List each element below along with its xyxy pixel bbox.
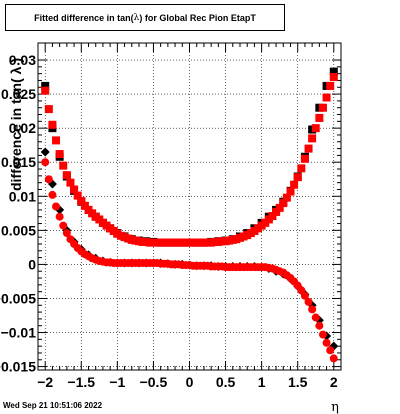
data-point [44,105,53,114]
data-point [268,212,277,221]
data-point [62,229,71,238]
series-square-red [41,73,338,247]
data-point [40,147,50,157]
series-circle-red [41,158,338,363]
data-point [308,134,317,143]
data-point [55,212,64,221]
x-tick-label: −1 [109,374,125,390]
data-point [73,191,82,200]
data-point [322,338,331,347]
data-point [311,124,320,133]
data-point [311,313,320,322]
y-tick-label: −0.005 [0,290,36,306]
y-tick-label: 0.01 [9,188,36,204]
data-point [318,330,327,339]
data-point [304,144,313,153]
data-point [59,161,68,170]
data-point [290,180,299,189]
data-point [329,67,338,76]
date-stamp: Wed Sep 21 10:51:06 2022 [3,401,103,410]
y-tick-label: 0 [28,256,36,272]
data-point [52,136,61,145]
title-prefix: Fitted difference in tan( [34,12,134,23]
data-point [41,86,50,95]
series-diamond-black [40,147,339,351]
data-point [300,154,309,163]
x-tick-label: 1.5 [288,374,308,390]
title-lambda: λ [133,12,140,23]
data-point [41,81,50,90]
x-tick-label: −2 [37,374,53,390]
x-tick-label: 0 [186,374,194,390]
data-point [282,193,291,202]
data-point [275,203,284,212]
y-tick-label: 0.025 [1,86,36,102]
data-point [48,120,57,129]
data-point [52,202,61,211]
data-point [59,221,68,230]
data-point [293,173,302,182]
data-point [77,197,86,206]
data-marks [40,67,339,363]
title-suffix: ) for Global Rec Pion EtapT [139,12,256,23]
data-point [44,175,53,184]
x-tick-label: −0.5 [140,374,168,390]
data-point [326,346,335,355]
data-point [304,297,313,306]
data-point [297,164,306,173]
data-point [272,207,281,216]
data-point [70,185,79,194]
y-tick-label: 0.005 [1,222,36,238]
x-tick-label: 2 [330,374,338,390]
data-point [315,321,324,330]
y-tick-label: −0.01 [1,325,37,341]
data-point [55,150,64,159]
data-point [326,81,335,90]
y-tick-label: −0.015 [0,359,36,375]
data-point [279,199,288,208]
y-tick-label: 0.015 [1,154,36,170]
y-tick-label: 0.03 [9,52,36,68]
x-axis-label: η [331,400,339,414]
data-point [322,93,331,102]
data-point [41,158,50,167]
data-point [66,178,75,187]
x-tick-label: −1.5 [67,374,95,390]
chart-title: Fitted difference in tan( λ ) for Global… [5,4,285,31]
data-point [62,171,71,180]
data-point [80,201,89,210]
data-point [329,73,338,82]
x-tick-label: 0.5 [216,374,236,390]
x-tick-label: 1 [258,374,266,390]
data-point [48,190,57,199]
data-point [308,305,317,314]
data-point [286,187,295,196]
data-point [318,103,327,112]
data-point [315,113,324,122]
y-axis-label: difference in tan( λ ) [8,58,24,191]
axis-ticks: −2 −1.5 −1 −0.5 0 0.5 1 1.5 2 −0.015 −0.01 −0.005 0 0… [0,43,341,390]
data-point [329,354,338,363]
data-point [300,291,309,300]
y-tick-label: 0.02 [9,120,36,136]
